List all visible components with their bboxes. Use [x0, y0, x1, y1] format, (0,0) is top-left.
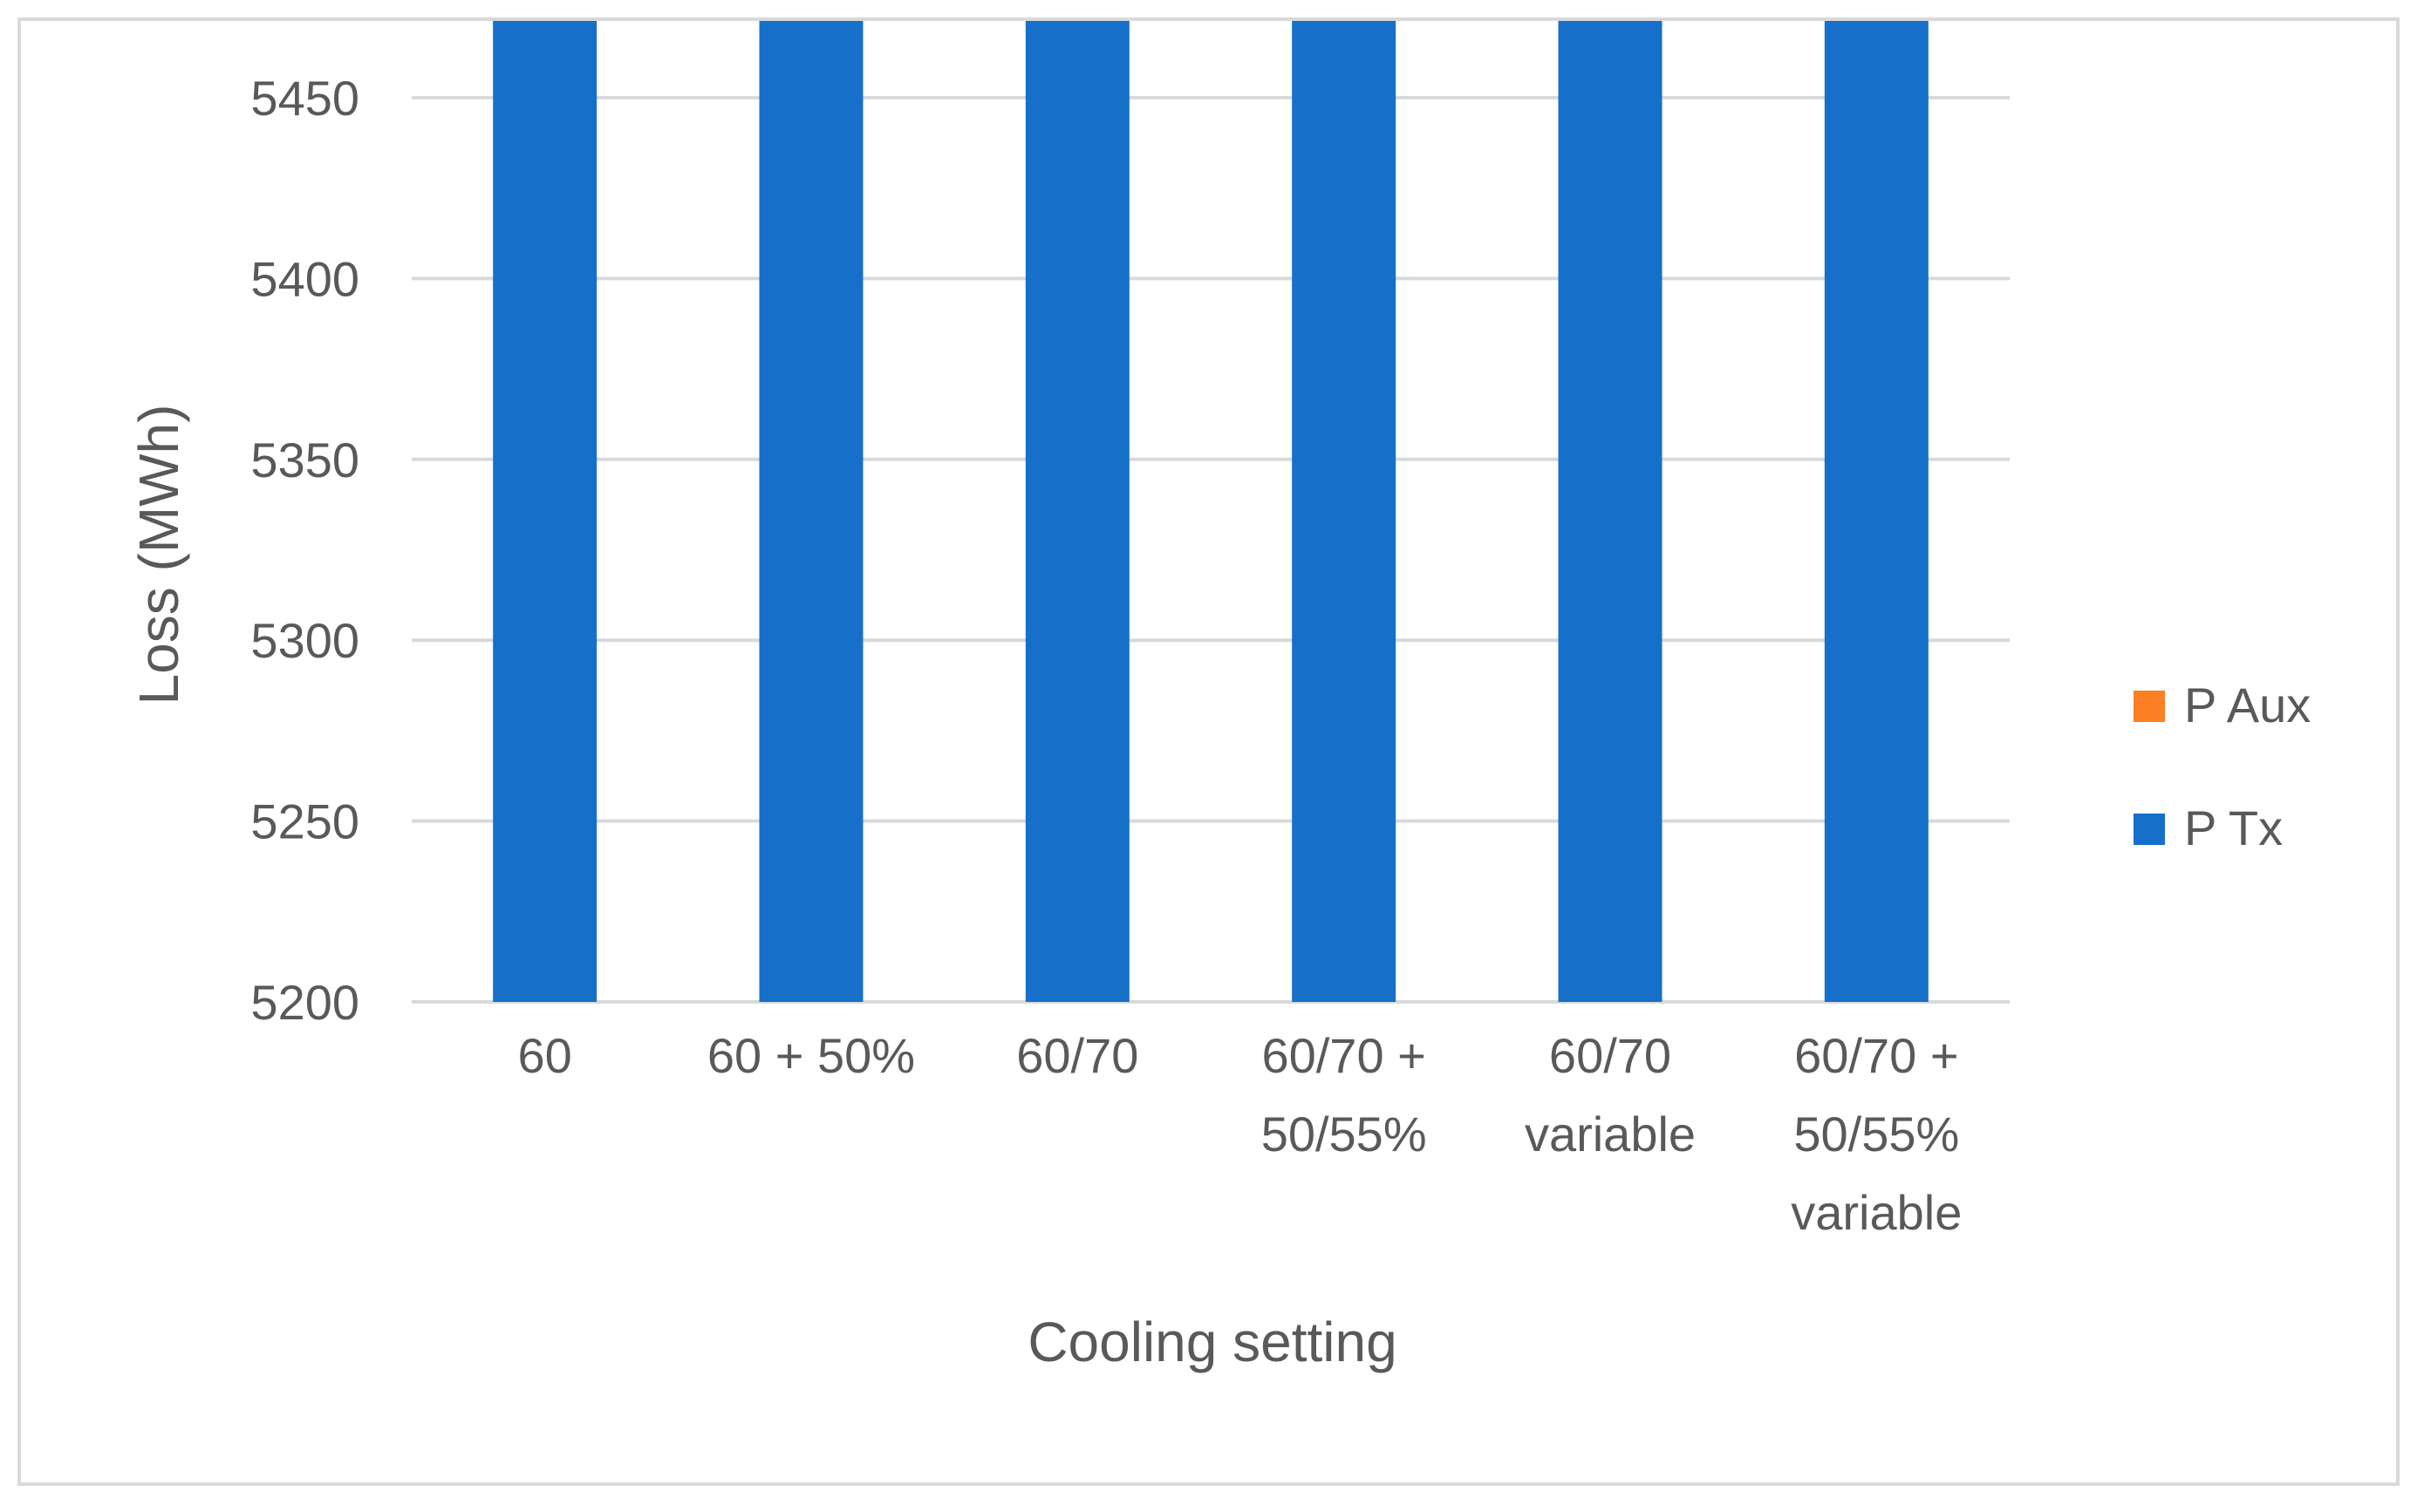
y-tick-label: 5200: [250, 975, 359, 1030]
x-axis-title: Cooling setting: [1028, 1311, 1396, 1373]
x-tick-label: 60/70: [1016, 1028, 1138, 1083]
y-axis-ticks: 5200 5250 5300 5350 5400 5450: [250, 71, 359, 1030]
y-tick-label: 5300: [250, 613, 359, 668]
legend-swatch: [2134, 691, 2165, 722]
legend-label: P Tx: [2184, 800, 2283, 855]
x-tick-label: 60/70 +50/55% variable: [1791, 1028, 1962, 1240]
chart-frame: 5200 5250 5300 5350 5400 5450 60 60 + 50% 60/70…: [17, 17, 2400, 1486]
bar-p-tx: [1025, 21, 1130, 1002]
legend-swatch: [2134, 814, 2165, 845]
y-axis-title: Loss (MWh): [127, 405, 190, 705]
x-tick-label: 60: [518, 1028, 572, 1083]
bar-p-tx: [759, 21, 864, 1002]
bar-p-tx: [1558, 21, 1663, 1002]
gridlines: [412, 96, 2010, 1004]
bar-p-tx: [493, 21, 597, 1002]
x-tick-label: 60/70 +50/55%: [1261, 1028, 1427, 1161]
y-tick-label: 5450: [250, 71, 359, 126]
y-tick-label: 5350: [250, 432, 359, 487]
bar-p-tx: [1824, 21, 1929, 1002]
bar-p-tx: [1292, 21, 1396, 1002]
stacked-bar-chart: 5200 5250 5300 5350 5400 5450 60 60 + 50% 60/70…: [127, 21, 2311, 1373]
legend-label: P Aux: [2184, 678, 2311, 732]
legend: P Aux P Tx: [2134, 678, 2311, 855]
x-tick-label: 60/70 variable: [1525, 1028, 1696, 1161]
y-tick-label: 5250: [250, 794, 359, 849]
x-tick-label: 60 + 50%: [707, 1028, 915, 1083]
x-axis-ticks: 60 60 + 50% 60/70 60/70 +50/55% 60/70 variabl…: [518, 1028, 1963, 1240]
bars: [493, 21, 1929, 1002]
y-tick-label: 5400: [250, 251, 359, 306]
